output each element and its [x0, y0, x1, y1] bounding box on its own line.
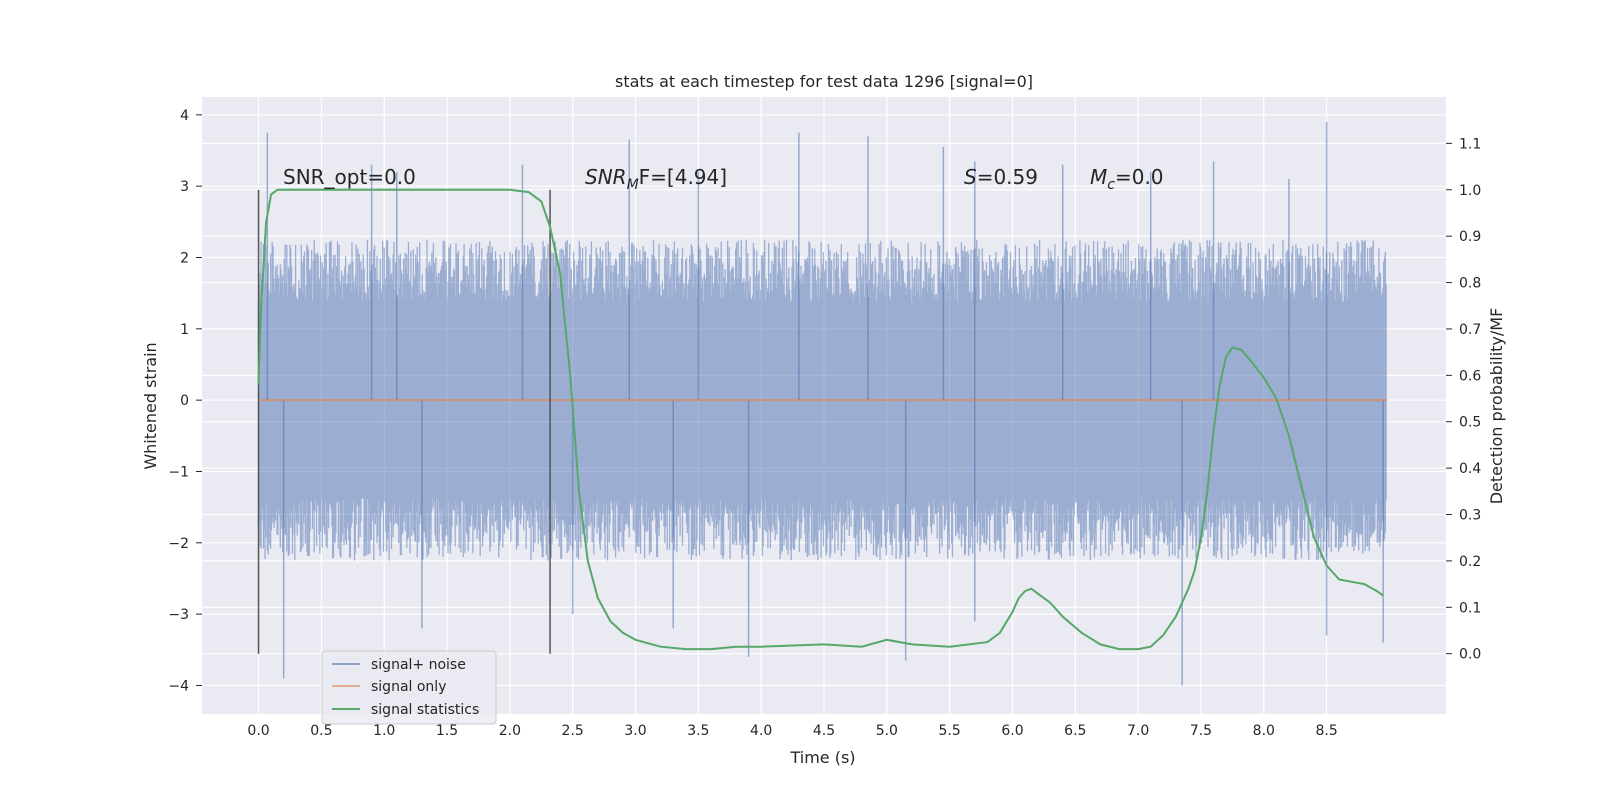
x-axis-label: Time (s) — [789, 748, 855, 767]
y-left-tick-label: 3 — [180, 179, 189, 195]
x-tick-label: 1.0 — [373, 723, 395, 739]
x-tick-label: 3.5 — [687, 723, 709, 739]
legend-label-signal-only: signal only — [371, 679, 446, 695]
y-right-tick-label: 0.3 — [1459, 508, 1481, 524]
y-right-axis-label: Detection probability/MF — [1487, 308, 1506, 505]
y-left-tick-label: −4 — [168, 678, 189, 694]
legend: signal+ noise signal only signal statist… — [321, 650, 497, 725]
annotation-snr-opt: SNR_opt=0.0 — [283, 165, 416, 189]
y-right-tick-label: 0.1 — [1459, 600, 1481, 616]
y-right-tick-label: 0.9 — [1459, 229, 1481, 245]
signal-plus-noise-series — [257, 121, 1387, 686]
x-tick-label: 3.0 — [624, 723, 646, 739]
y-right-tick-label: 1.0 — [1459, 183, 1481, 199]
y-right-tick-label: 0.4 — [1459, 461, 1481, 477]
x-tick-label: 0.5 — [310, 723, 332, 739]
x-tick-label: 5.0 — [876, 723, 898, 739]
x-tick-label: 8.0 — [1253, 723, 1275, 739]
y-right-tick-label: 0.6 — [1459, 368, 1481, 384]
x-axis-ticks: 0.0 0.5 1.0 1.5 2.0 2.5 3.0 3.5 4.0 4.5 5.0 5.5 6.0 6… — [247, 723, 1337, 739]
x-tick-label: 4.5 — [813, 723, 835, 739]
x-tick-label: 4.0 — [750, 723, 772, 739]
x-tick-label: 2.0 — [499, 723, 521, 739]
x-tick-label: 7.0 — [1127, 723, 1149, 739]
y-left-tick-label: 2 — [180, 250, 189, 266]
x-tick-label: 0.0 — [247, 723, 269, 739]
y-right-tick-label: 0.7 — [1459, 322, 1481, 338]
legend-label-signal-statistics: signal statistics — [371, 702, 479, 718]
chart-title: stats at each timestep for test data 129… — [615, 72, 1033, 91]
y-right-tick-label: 0.2 — [1459, 554, 1481, 570]
y-left-tick-label: 4 — [180, 108, 189, 124]
x-tick-label: 5.5 — [939, 723, 961, 739]
legend-box — [321, 650, 497, 725]
y-right-axis-ticks: 0.0 0.1 0.2 0.3 0.4 0.5 0.6 0.7 0.8 0.9 1.0 1.1 — [1446, 136, 1481, 663]
y-right-tick-label: 0.5 — [1459, 415, 1481, 431]
y-right-tick-label: 0.0 — [1459, 647, 1481, 663]
y-left-axis-ticks: −4 −3 −2 −1 0 1 2 3 4 — [168, 108, 202, 694]
annotation-snr-mf: SNRMF=[4.94] — [585, 165, 727, 193]
y-left-tick-label: −1 — [168, 464, 189, 480]
x-tick-label: 8.5 — [1315, 723, 1337, 739]
vertical-markers — [257, 189, 551, 654]
y-left-tick-label: −2 — [168, 536, 189, 552]
x-tick-label: 1.5 — [436, 723, 458, 739]
signal-statistics-series — [257, 188, 1384, 651]
annotation-s: S=0.59 — [964, 165, 1038, 189]
x-tick-label: 6.5 — [1064, 723, 1086, 739]
x-tick-label: 2.5 — [562, 723, 584, 739]
y-left-axis-label: Whitened strain — [141, 342, 160, 469]
x-tick-label: 7.5 — [1190, 723, 1212, 739]
y-left-tick-label: 1 — [180, 322, 189, 338]
y-right-tick-label: 0.8 — [1459, 276, 1481, 292]
y-right-tick-label: 1.1 — [1459, 136, 1481, 152]
annotation-mc: Mc=0.0 — [1090, 165, 1164, 193]
y-left-tick-label: −3 — [168, 607, 189, 623]
x-tick-label: 6.0 — [1001, 723, 1023, 739]
signal-statistics-line — [257, 188, 1384, 651]
y-left-tick-label: 0 — [180, 393, 189, 409]
legend-label-signal-plus-noise: signal+ noise — [371, 657, 466, 673]
